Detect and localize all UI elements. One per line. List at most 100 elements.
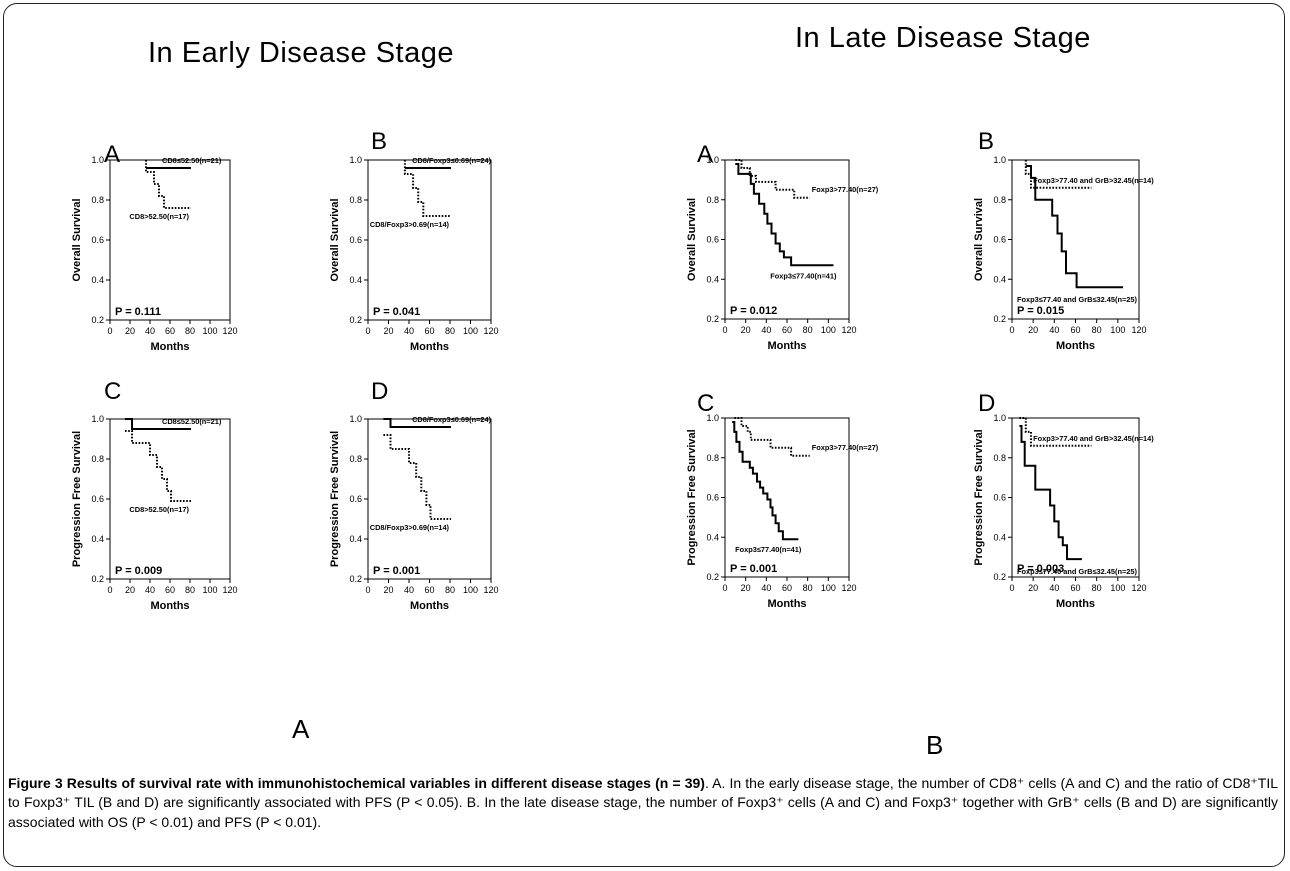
y-tick-label: 0.2 [349,574,362,584]
x-tick-label: 40 [404,585,414,595]
survival-curve-solid [383,418,451,428]
survival-curve-dotted [145,160,191,209]
y-axis-label: Progression Free Survival [686,429,698,565]
km-chart-early-B: 0 20 40 60 80 100 120 0.2 0.4 0.6 0.8 1.0 Months Over… [329,155,499,353]
x-tick-label: 40 [145,585,155,595]
x-tick-label: 80 [803,583,813,593]
y-tick-label: 1.0 [993,413,1006,423]
series-label: CD8/Foxp3>0.69(n=14) [370,220,450,229]
p-value-label: P = 0.012 [730,305,777,317]
figure-frame [3,3,1285,867]
x-tick-label: 120 [1131,583,1146,593]
x-tick-label: 80 [445,585,455,595]
x-tick-label: 0 [107,585,112,595]
y-tick-label: 1.0 [706,155,719,165]
x-tick-label: 120 [483,585,498,595]
y-tick-label: 0.4 [349,534,362,544]
y-tick-label: 0.6 [706,493,719,503]
x-tick-label: 20 [383,326,393,336]
x-tick-label: 80 [185,585,195,595]
y-tick-label: 0.4 [91,275,104,285]
y-tick-label: 0.2 [993,314,1006,324]
y-axis-label: Overall Survival [71,198,83,281]
km-chart-early-A: 0 20 40 60 80 100 120 0.2 0.4 0.6 0.8 1.0 Months Over… [71,155,238,353]
y-tick-label: 0.6 [993,235,1006,245]
x-tick-label: 20 [1028,583,1038,593]
x-tick-label: 0 [1009,325,1014,335]
series-label: CD8≤52.50(n=21) [162,417,222,426]
x-tick-label: 60 [165,585,175,595]
x-tick-label: 40 [404,326,414,336]
y-tick-label: 0.2 [706,572,719,582]
y-tick-label: 0.8 [706,195,719,205]
p-value-label: P = 0.001 [373,565,420,577]
x-axis-label: Months [150,600,189,612]
caption-title: Figure 3 Results of survival rate with i… [8,775,705,791]
p-value-label: P = 0.003 [1017,563,1064,575]
y-tick-label: 1.0 [993,155,1006,165]
y-tick-label: 0.2 [91,574,104,584]
y-tick-label: 0.6 [349,235,362,245]
x-tick-label: 0 [1009,583,1014,593]
early-stage-heading: In Early Disease Stage [148,37,454,69]
y-tick-label: 0.6 [91,235,104,245]
x-tick-label: 100 [1110,325,1125,335]
x-tick-label: 0 [365,326,370,336]
survival-curve-solid [1019,425,1082,561]
survival-curve-solid [735,163,834,267]
panel-letter-early-C: C [104,378,122,405]
y-axis-label: Progression Free Survival [973,429,985,565]
p-value-label: P = 0.015 [1017,305,1064,317]
plot-frame [367,418,492,580]
p-value-label: P = 0.111 [115,306,161,318]
y-tick-label: 1.0 [91,155,104,165]
y-tick-label: 0.6 [706,235,719,245]
x-tick-label: 80 [185,326,195,336]
km-chart-early-D: 0 20 40 60 80 100 120 0.2 0.4 0.6 0.8 1.0 Months Prog… [329,414,499,612]
y-axis-label: Progression Free Survival [71,431,83,567]
survival-curve-dotted [734,417,810,457]
series-label: Foxp3≤77.40(n=41) [735,545,802,554]
x-tick-label: 60 [424,585,434,595]
y-axis-label: Overall Survival [329,198,341,281]
y-tick-label: 0.8 [91,454,104,464]
y-tick-label: 1.0 [349,414,362,424]
x-axis-label: Months [150,341,189,353]
x-axis-label: Months [410,341,449,353]
survival-curve-dotted [735,159,810,199]
x-tick-label: 60 [165,326,175,336]
x-tick-label: 120 [1131,325,1146,335]
series-label: Foxp3>77.40 and GrB>32.45(n=14) [1033,176,1154,185]
y-tick-label: 0.6 [993,493,1006,503]
x-tick-label: 20 [1028,325,1038,335]
x-tick-label: 0 [722,583,727,593]
x-tick-label: 40 [761,583,771,593]
km-chart-late-C: 0 20 40 60 80 100 120 0.2 0.4 0.6 0.8 1.0 Months Prog… [686,413,879,610]
survival-curve-dotted [1019,417,1092,447]
p-value-label: P = 0.001 [730,563,777,575]
y-tick-label: 0.6 [91,494,104,504]
panel-letter-early-D: D [371,378,389,405]
y-tick-label: 0.4 [993,532,1006,542]
x-tick-label: 60 [782,325,792,335]
x-tick-label: 120 [222,326,237,336]
plot-frame [367,159,492,321]
y-tick-label: 0.4 [91,534,104,544]
x-tick-label: 80 [803,325,813,335]
y-tick-label: 0.2 [349,315,362,325]
series-label: Foxp3≤77.40(n=41) [770,271,837,280]
y-tick-label: 0.2 [706,314,719,324]
panel-letter-early-A: A [104,141,121,168]
y-tick-label: 1.0 [91,414,104,424]
x-tick-label: 60 [782,583,792,593]
series-label: Foxp3≤77.40 and GrB≤32.45(n=25) [1017,567,1138,576]
survival-curve-solid [732,421,799,541]
x-tick-label: 100 [202,585,217,595]
caption-text: . A. In the early disease stage, the num… [8,775,1278,830]
x-tick-label: 60 [424,326,434,336]
y-tick-label: 0.4 [706,532,719,542]
x-axis-label: Months [1056,598,1095,610]
x-axis-label: Months [1056,340,1095,352]
survival-curve-dotted [403,160,451,217]
x-tick-label: 120 [841,325,856,335]
